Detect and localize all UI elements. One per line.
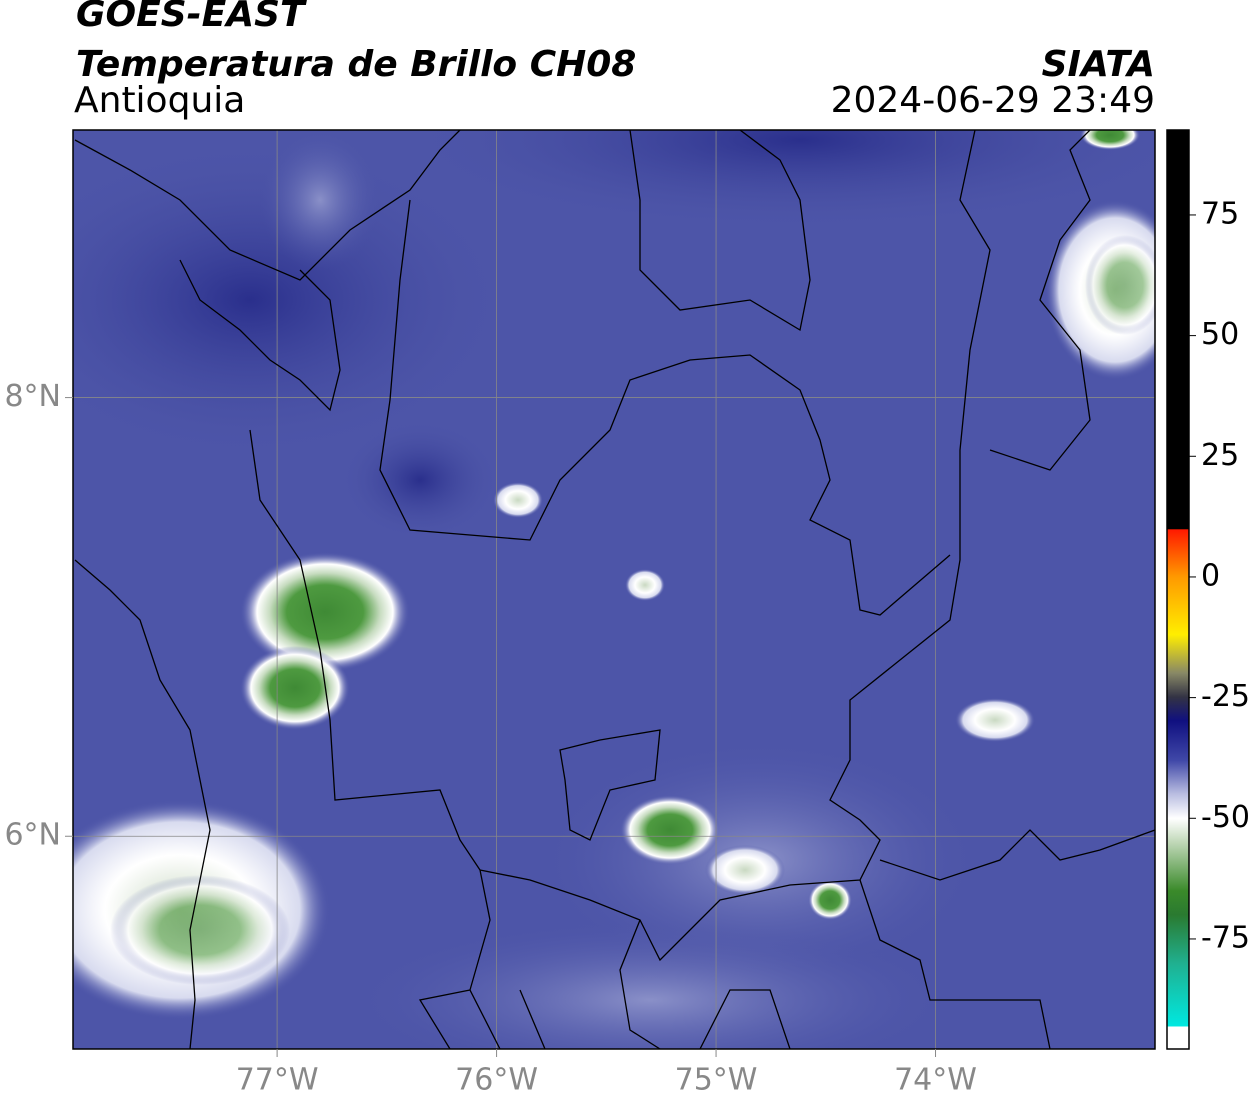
y-tick-label: 8°N [4, 379, 61, 414]
colorbar-tick-label: 0 [1201, 558, 1220, 593]
region: Antioquia [74, 80, 245, 121]
datetime: 2024-06-29 23:49 [831, 80, 1155, 121]
colorbar-tick-label: -25 [1201, 679, 1250, 714]
x-tick-label: 76°W [455, 1063, 538, 1098]
colorbar-tick-label: 25 [1201, 438, 1239, 473]
map-frame [72, 129, 1156, 1050]
x-tick-label: 74°W [894, 1063, 977, 1098]
colorbar-tick-label: -75 [1201, 920, 1250, 955]
colorbar-tick-label: -50 [1201, 800, 1250, 835]
x-tick-label: 75°W [675, 1063, 758, 1098]
map-image [73, 130, 1155, 1049]
title: GOES-EAST [76, 0, 307, 35]
x-tick-label: 77°W [236, 1063, 319, 1098]
colorbar-tick-label: 75 [1201, 196, 1239, 231]
subtitle: Temperatura de Brillo CH08 [76, 44, 636, 85]
colorbar-tick-label: 50 [1201, 317, 1239, 352]
source: SIATA [1042, 44, 1155, 85]
colorbar [1166, 129, 1190, 1050]
y-tick-label: 6°N [4, 818, 61, 853]
